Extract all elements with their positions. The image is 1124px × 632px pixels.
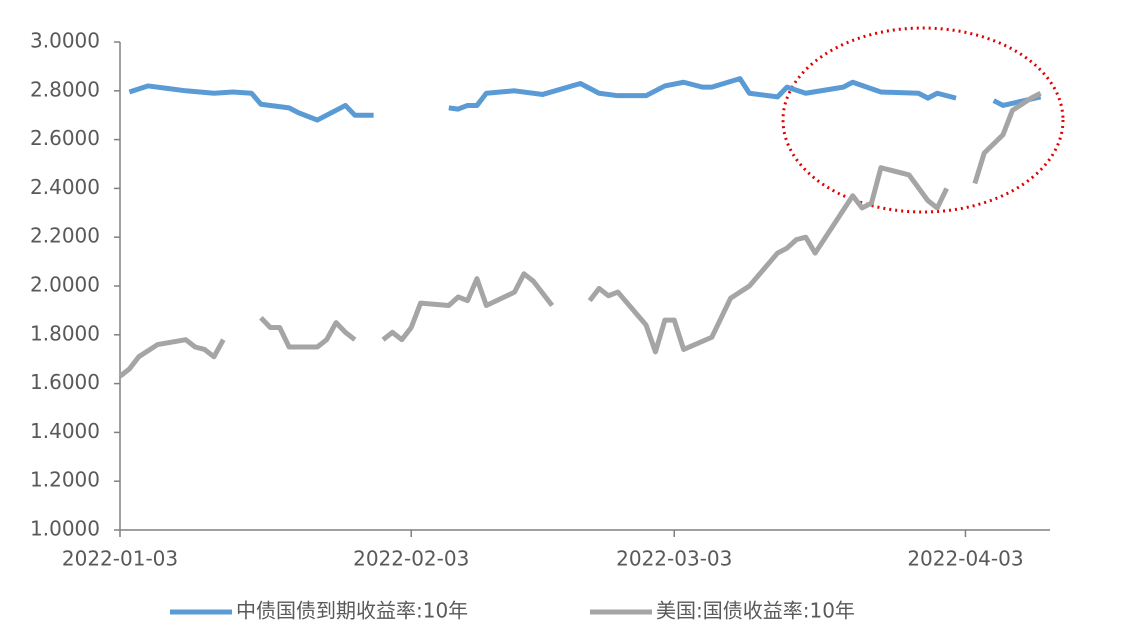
x-tick-label: 2022-01-03	[62, 547, 178, 571]
y-tick-label: 2.8000	[30, 77, 100, 101]
y-tick-label: 1.6000	[30, 370, 100, 394]
legend-label: 美国:国债收益率:10年	[656, 599, 855, 623]
series-line	[118, 91, 1042, 379]
y-tick-label: 1.8000	[30, 321, 100, 345]
x-tick-label: 2022-03-03	[616, 547, 732, 571]
highlight-ellipse	[781, 26, 1065, 214]
y-tick-label: 3.0000	[30, 29, 100, 53]
y-tick-label: 1.2000	[30, 468, 100, 492]
y-tick-label: 2.0000	[30, 273, 100, 297]
legend-label: 中债国债到期收益率:10年	[236, 599, 468, 623]
y-tick-label: 1.4000	[30, 419, 100, 443]
y-tick-label: 2.4000	[30, 175, 100, 199]
x-tick-label: 2022-02-03	[353, 547, 469, 571]
series-line	[128, 76, 1042, 123]
y-tick-label: 1.0000	[30, 517, 100, 541]
x-tick-label: 2022-04-03	[907, 547, 1023, 571]
y-tick-label: 2.2000	[30, 224, 100, 248]
y-tick-label: 2.6000	[30, 126, 100, 150]
